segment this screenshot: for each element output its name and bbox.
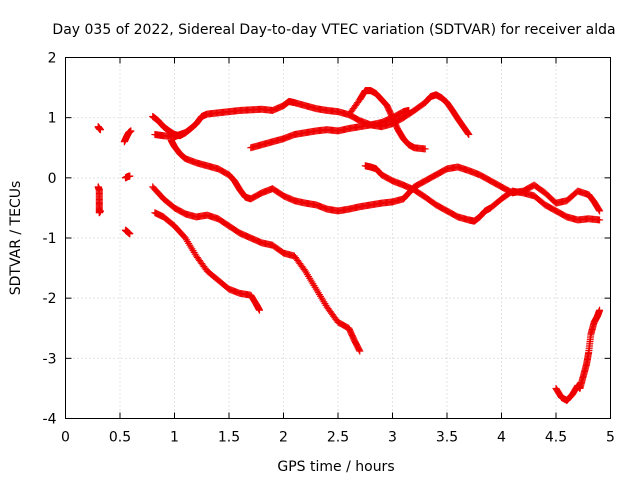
data-points xyxy=(94,87,604,404)
x-tick-label: 1 xyxy=(170,430,179,446)
series-s3 xyxy=(120,127,135,146)
plot-frame xyxy=(65,57,611,419)
chart-title: Day 035 of 2022, Sidereal Day-to-day VTE… xyxy=(52,22,615,38)
data-point xyxy=(465,131,473,139)
data-point xyxy=(181,129,189,137)
series-s14 xyxy=(552,306,604,404)
x-tick-label: 4.5 xyxy=(545,430,567,446)
x-axis-label: GPS time / hours xyxy=(277,459,394,475)
x-tick-label: 0 xyxy=(61,430,70,446)
data-point xyxy=(126,230,134,238)
y-tick-label: -2 xyxy=(43,291,57,307)
data-point xyxy=(126,172,134,180)
data-point xyxy=(256,306,264,314)
series-s10 xyxy=(151,209,264,314)
data-point xyxy=(127,127,135,135)
data-point xyxy=(356,347,364,355)
y-tick-label: 0 xyxy=(48,171,57,187)
series-s8 xyxy=(167,137,604,215)
series-s2 xyxy=(94,183,104,217)
y-tick-label: -1 xyxy=(43,231,57,247)
x-tick-label: 2 xyxy=(279,430,288,446)
y-tick-label: 1 xyxy=(48,111,57,127)
series-s5 xyxy=(121,226,134,238)
x-tick-label: 4 xyxy=(497,430,506,446)
data-point xyxy=(96,126,104,134)
data-point xyxy=(596,306,604,314)
x-tick-label: 1.5 xyxy=(218,430,240,446)
series-s9 xyxy=(149,183,364,355)
y-tick-label: -3 xyxy=(43,351,57,367)
y-axis-label: SDTVAR / TECUs xyxy=(8,181,24,296)
series-s12 xyxy=(345,87,429,153)
data-point xyxy=(421,145,429,153)
x-tick-label: 3 xyxy=(388,430,397,446)
series-s4 xyxy=(121,172,134,182)
x-tick-label: 2.5 xyxy=(327,430,349,446)
series-s13 xyxy=(361,162,604,225)
data-point xyxy=(596,216,604,224)
x-tick-label: 5 xyxy=(606,430,615,446)
y-tick-label: -4 xyxy=(43,412,57,428)
series-s1 xyxy=(94,123,104,134)
data-point xyxy=(96,207,104,215)
x-tick-label: 0.5 xyxy=(109,430,131,446)
series-s7 xyxy=(151,129,189,141)
data-point xyxy=(405,106,413,114)
y-tick-label: 2 xyxy=(48,51,57,67)
x-tick-label: 3.5 xyxy=(436,430,458,446)
data-point xyxy=(596,207,604,215)
